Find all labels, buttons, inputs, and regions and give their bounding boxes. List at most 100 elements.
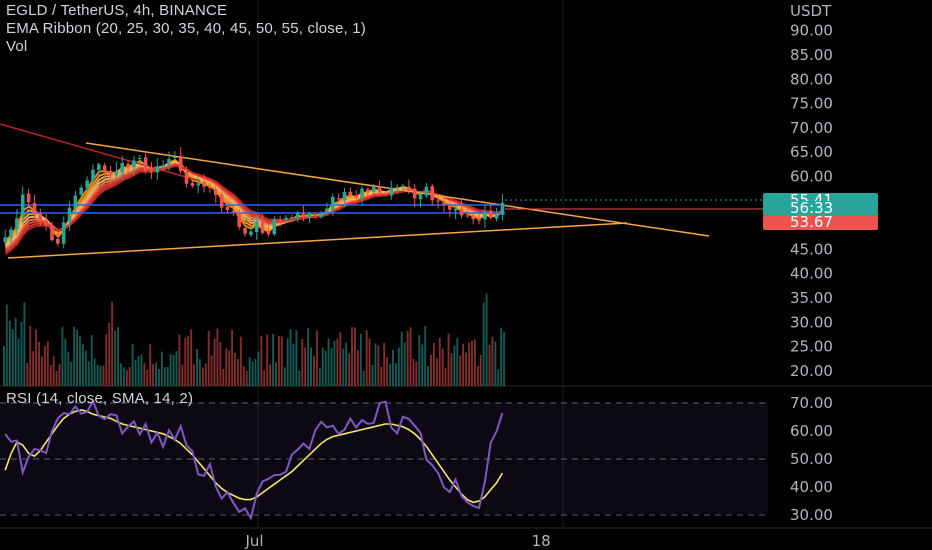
volume-bar xyxy=(90,335,93,386)
candle-body xyxy=(307,213,312,218)
volume-bar xyxy=(49,364,52,386)
volume-bar xyxy=(450,353,453,386)
volume-bar xyxy=(128,367,131,386)
candle-body xyxy=(208,186,212,189)
candle-body xyxy=(126,163,130,168)
candle-body xyxy=(202,182,206,187)
candle-body xyxy=(266,231,271,235)
volume-legend[interactable]: Vol xyxy=(6,38,28,55)
candle-body xyxy=(295,212,300,219)
candle-body xyxy=(20,194,25,217)
rsi-tick-label: 60.00 xyxy=(790,422,833,440)
volume-bar xyxy=(146,369,149,386)
rsi-band xyxy=(0,402,768,514)
volume-bar xyxy=(184,337,187,386)
volume-bar xyxy=(286,338,289,386)
volume-bar xyxy=(35,329,38,386)
candle-body xyxy=(32,203,37,215)
ema-ribbon-legend[interactable]: EMA Ribbon (20, 25, 30, 35, 40, 45, 50, … xyxy=(6,20,366,37)
volume-bar xyxy=(248,357,251,386)
volume-bar xyxy=(175,351,178,386)
price-tick-label: 90.00 xyxy=(790,22,833,40)
candle-body xyxy=(97,164,101,170)
volume-bar xyxy=(421,344,424,386)
candle-body xyxy=(85,180,89,188)
volume-bar xyxy=(140,354,143,386)
volume-bar xyxy=(8,320,11,386)
volume-bar xyxy=(166,366,169,386)
volume-bar xyxy=(374,343,377,386)
volume-bar xyxy=(324,350,327,386)
volume-bar xyxy=(213,338,216,386)
volume-bar xyxy=(61,326,64,386)
candle-body xyxy=(371,186,376,192)
volume-bar xyxy=(245,370,248,386)
candle-body xyxy=(231,210,236,212)
price-tick-label: 40.00 xyxy=(790,265,833,283)
volume-bar xyxy=(231,329,234,386)
symbol-title[interactable]: EGLD / TetherUS, 4h, BINANCE xyxy=(6,2,228,19)
volume-bar xyxy=(155,362,157,386)
candle-body xyxy=(412,188,417,199)
candle-body xyxy=(360,188,364,199)
price-tick-label: 35.00 xyxy=(790,289,833,307)
volume-bar xyxy=(108,322,111,386)
rsi-legend[interactable]: RSI (14, close, SMA, 14, 2) xyxy=(6,390,194,407)
price-tag-label: 56:33 xyxy=(790,199,833,217)
price-tick-label: 20.00 xyxy=(790,362,833,380)
volume-bar xyxy=(234,352,236,386)
volume-bar xyxy=(20,321,23,386)
price-axis[interactable]: USDT 90.00 85.00 80.00 75.00 70.00 65.00 60.00 4… xyxy=(790,2,833,524)
volume-bar xyxy=(310,347,312,386)
volume-bar xyxy=(356,350,359,386)
volume-bar xyxy=(409,327,412,386)
volume-bar xyxy=(397,347,400,386)
price-tag xyxy=(763,215,878,230)
volume-bar xyxy=(400,331,403,386)
volume-bar xyxy=(468,342,470,386)
price-tick-label: 80.00 xyxy=(790,70,833,88)
volume-bar xyxy=(403,342,406,386)
candle-body xyxy=(91,169,95,180)
volume-bar xyxy=(260,336,263,386)
volume-bar xyxy=(198,359,201,386)
price-tick-label: 70.00 xyxy=(790,119,833,137)
volume-bar xyxy=(418,335,421,386)
volume-bar xyxy=(394,363,397,386)
volume-bar xyxy=(280,336,283,386)
volume-bar xyxy=(488,344,491,386)
volume-bar xyxy=(251,361,254,386)
volume-bars xyxy=(3,293,506,386)
volume-bar xyxy=(476,365,479,386)
volume-bar xyxy=(485,293,488,386)
volume-bar xyxy=(187,335,190,386)
volume-bar xyxy=(178,334,181,386)
volume-bar xyxy=(336,338,339,386)
volume-bar xyxy=(216,328,219,386)
time-axis[interactable]: Jul 18 xyxy=(244,532,550,550)
volume-bar xyxy=(38,342,40,386)
candle-body xyxy=(453,208,458,211)
price-tick-label: 45.00 xyxy=(790,240,833,258)
volume-bar xyxy=(70,361,73,386)
volume-bar xyxy=(172,354,175,386)
volume-bar xyxy=(277,336,280,386)
candle-body xyxy=(190,183,195,186)
volume-bar xyxy=(79,336,81,386)
candle-body xyxy=(225,206,230,211)
volume-bar xyxy=(190,329,193,386)
time-label: 18 xyxy=(532,532,551,550)
rsi-pane xyxy=(0,398,768,521)
volume-bar xyxy=(289,329,292,386)
price-tick-label: 30.00 xyxy=(790,313,833,331)
volume-bar xyxy=(207,330,210,386)
rsi-tick-label: 50.00 xyxy=(790,450,833,468)
volume-bar xyxy=(377,345,380,386)
volume-bar xyxy=(371,364,374,386)
volume-bar xyxy=(14,317,17,386)
volume-bar xyxy=(263,370,266,386)
volume-bar xyxy=(181,364,184,386)
